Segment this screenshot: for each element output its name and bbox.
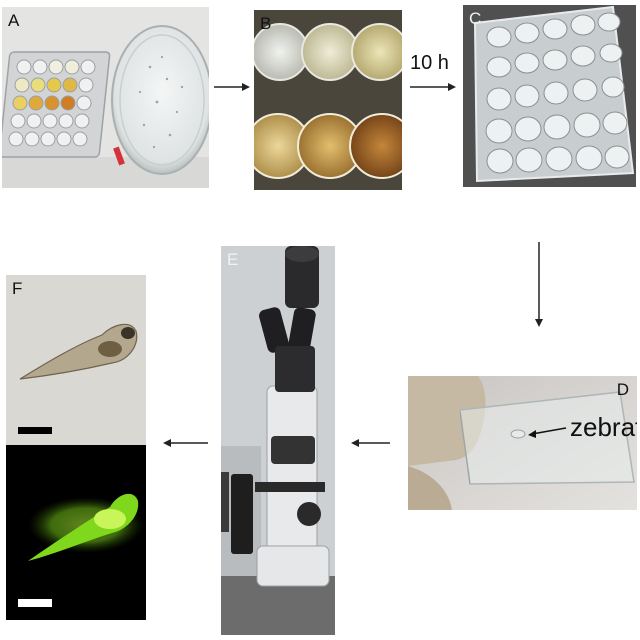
panel-e: E: [221, 246, 335, 635]
panel-d-photo: [408, 376, 637, 510]
arrow-b-to-c: [410, 83, 456, 91]
arrow-e-to-f: [163, 439, 208, 447]
zebrafish-spot: [510, 429, 526, 439]
arrow-c-to-d: [535, 242, 543, 327]
panel-a: A: [2, 7, 209, 188]
panel-d-label: D: [616, 380, 629, 399]
well-plate-empty: [473, 5, 635, 183]
panel-c-photo: [463, 5, 636, 187]
panel-b-photo: [254, 10, 402, 190]
panel-e-photo: [221, 246, 335, 635]
microscope-stage: [255, 482, 325, 492]
panel-e-label: E: [227, 250, 239, 269]
microscope-camera: [285, 246, 319, 308]
panel-c: C: [463, 5, 636, 187]
panel-f-photo: [6, 275, 146, 620]
zebrafish-annotation: zebrafish: [570, 412, 637, 442]
arrow-a-to-b: [214, 83, 250, 91]
larva-brightfield: [19, 323, 138, 380]
petri-dish: [111, 25, 209, 175]
scale-bar-top: [18, 427, 52, 434]
arrow-d-to-e: [351, 439, 390, 447]
microscope-body: [266, 385, 318, 567]
panel-b-label: B: [260, 14, 272, 33]
panel-c-label: C: [469, 9, 482, 28]
panel-f: F: [6, 275, 146, 620]
panel-d: D zebrafish: [408, 376, 637, 510]
scale-bar-bottom: [18, 599, 52, 607]
panel-f-label: F: [12, 279, 23, 298]
panel-a-label: A: [8, 11, 20, 30]
panel-b: B: [254, 10, 402, 190]
panel-a-photo: [2, 7, 209, 188]
arrow-b-to-c-label: 10 h: [410, 52, 449, 74]
